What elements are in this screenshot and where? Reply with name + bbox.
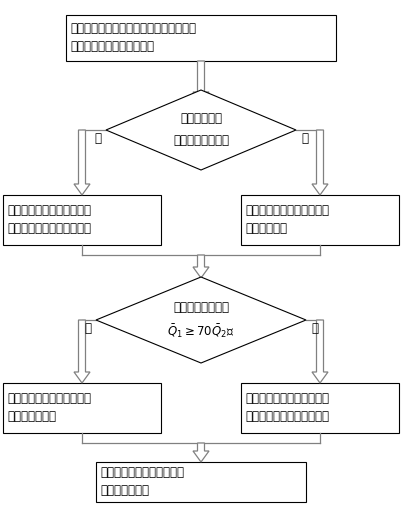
Text: 一级增透效果检验: 一级增透效果检验 [172, 300, 229, 314]
FancyBboxPatch shape [3, 383, 160, 433]
FancyBboxPatch shape [3, 195, 160, 245]
Text: $\bar{Q}_1\geq70\bar{Q}_2$？: $\bar{Q}_1\geq70\bar{Q}_2$？ [167, 322, 234, 339]
Text: 煤层是否位于: 煤层是否位于 [180, 112, 221, 125]
Polygon shape [192, 443, 209, 462]
Text: 是: 是 [94, 131, 101, 144]
Text: 利用一级增透的方案对整个
煤层进行增透；: 利用一级增透的方案对整个 煤层进行增透； [7, 392, 91, 424]
Polygon shape [96, 277, 305, 363]
FancyBboxPatch shape [96, 462, 305, 502]
Text: 在一级增透的基础上对含瓦
斯煤体进行二级酸化增透；: 在一级增透的基础上对含瓦 斯煤体进行二级酸化增透； [244, 392, 328, 424]
Text: 断层、褶曲部位？: 断层、褶曲部位？ [172, 133, 229, 146]
FancyBboxPatch shape [241, 383, 398, 433]
Text: 采取水力压裂实现含瓦斯煤
体一级增透；: 采取水力压裂实现含瓦斯煤 体一级增透； [244, 205, 328, 235]
Polygon shape [74, 320, 90, 383]
FancyBboxPatch shape [66, 15, 335, 61]
Polygon shape [192, 61, 209, 103]
Text: 二氧化碳爆破或高压水爆实
现含瓦斯煤体的一级增透；: 二氧化碳爆破或高压水爆实 现含瓦斯煤体的一级增透； [7, 205, 91, 235]
Text: 确定煤层赋存区域地质条件、煤的变质程
度、煤的种类及瓦斯参数；: 确定煤层赋存区域地质条件、煤的变质程 度、煤的种类及瓦斯参数； [70, 23, 196, 54]
Text: 是: 是 [84, 322, 91, 334]
Polygon shape [192, 255, 209, 278]
FancyBboxPatch shape [241, 195, 398, 245]
Polygon shape [106, 90, 295, 170]
Text: 否: 否 [300, 131, 307, 144]
Text: 接入抽采系统对含瓦斯煤体
进行瓦斯抽采。: 接入抽采系统对含瓦斯煤体 进行瓦斯抽采。 [100, 467, 184, 497]
Polygon shape [311, 130, 327, 195]
Polygon shape [74, 130, 90, 195]
Text: 否: 否 [310, 322, 317, 334]
Polygon shape [311, 320, 327, 383]
